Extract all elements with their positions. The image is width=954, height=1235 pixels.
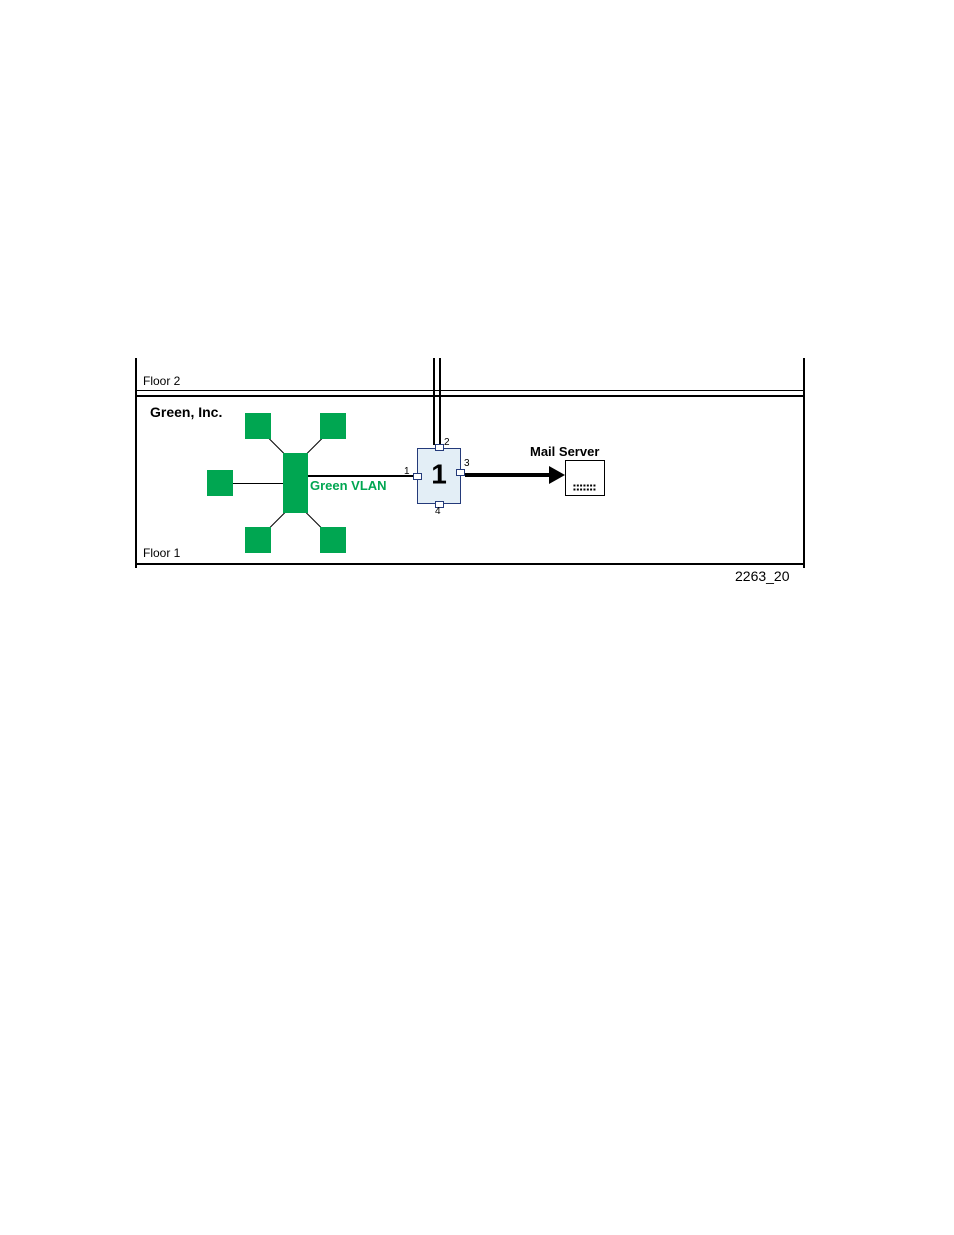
port-label-2: 2: [444, 437, 450, 448]
switch-port-1: [413, 473, 422, 480]
arrow-to-mailserver: [465, 473, 551, 477]
switch-port-2: [435, 444, 444, 451]
port-label-1: 1: [404, 466, 410, 477]
mailserver-ports-icon: ▪▪▪▪▪▪▪▪▪▪▪▪▪▪: [573, 484, 596, 492]
hub-line-left: [233, 483, 283, 484]
floor2-label: Floor 2: [143, 374, 180, 388]
port-label-4: 4: [435, 506, 441, 517]
vlan-node-top-right: [320, 413, 346, 439]
company-label: Green, Inc.: [150, 404, 222, 420]
vlan-node-bottom-right: [320, 527, 346, 553]
floor-divider-line: [135, 395, 805, 397]
vlan-hub: [283, 453, 308, 513]
vlan-node-top-left: [245, 413, 271, 439]
vlan-node-left: [207, 470, 233, 496]
floor-divider-line-thin: [135, 390, 805, 391]
mailserver-label: Mail Server: [530, 444, 599, 459]
switch-number: 1: [431, 458, 447, 490]
frame-bottom: [135, 563, 805, 565]
figure-id-label: 2263_20: [735, 568, 790, 584]
port-label-3: 3: [464, 458, 470, 469]
floor1-label: Floor 1: [143, 546, 180, 560]
network-diagram: Floor 2 Floor 1 Green, Inc. Green VLAN 1…: [135, 338, 805, 565]
uplink-line-b: [439, 358, 441, 445]
uplink-line-a: [433, 358, 435, 445]
switch-port-3: [456, 469, 465, 476]
vlan-node-bottom-left: [245, 527, 271, 553]
mailserver-icon: ▪▪▪▪▪▪▪▪▪▪▪▪▪▪: [565, 460, 605, 496]
green-vlan-label: Green VLAN: [308, 478, 389, 493]
arrow-head-icon: [549, 466, 565, 484]
hub-to-switch-line: [308, 475, 415, 477]
switch-1: 1: [417, 448, 461, 504]
